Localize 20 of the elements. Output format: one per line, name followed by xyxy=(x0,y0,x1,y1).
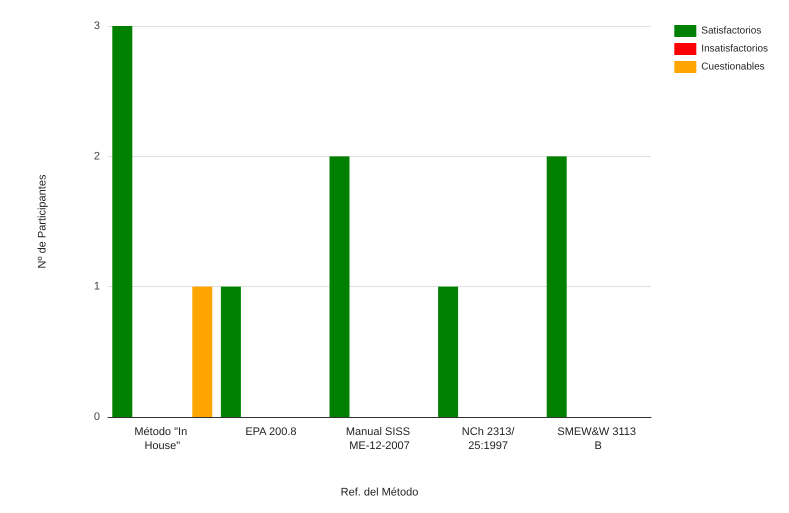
bar xyxy=(220,286,241,417)
bar xyxy=(330,156,350,417)
y-tick-label: 2 xyxy=(94,150,100,162)
x-axis-title: Ref. del Método xyxy=(340,486,418,498)
bar xyxy=(112,26,132,417)
y-tick-label: 1 xyxy=(94,280,100,293)
x-tick-label: SMEW&W 3113 B xyxy=(557,426,636,452)
bar xyxy=(546,156,567,417)
legend-label: Satisfactorios xyxy=(701,26,762,36)
legend-label: Insatisfactorios xyxy=(701,44,768,54)
y-axis-title: Nº de Participantes xyxy=(36,174,48,268)
legend-label: Cuestionables xyxy=(701,62,765,72)
y-tick-label: 0 xyxy=(94,411,100,423)
x-tick-label: Manual SISS ME-12-2007 xyxy=(346,426,414,452)
x-tick-label: NCh 2313/25:1997 xyxy=(462,426,516,452)
x-tick-label: EPA 200.8 xyxy=(245,426,296,438)
bar xyxy=(192,286,212,417)
y-tick-label: 3 xyxy=(94,20,100,32)
x-tick-label: Método "In House" xyxy=(134,426,190,452)
bar xyxy=(438,286,458,417)
